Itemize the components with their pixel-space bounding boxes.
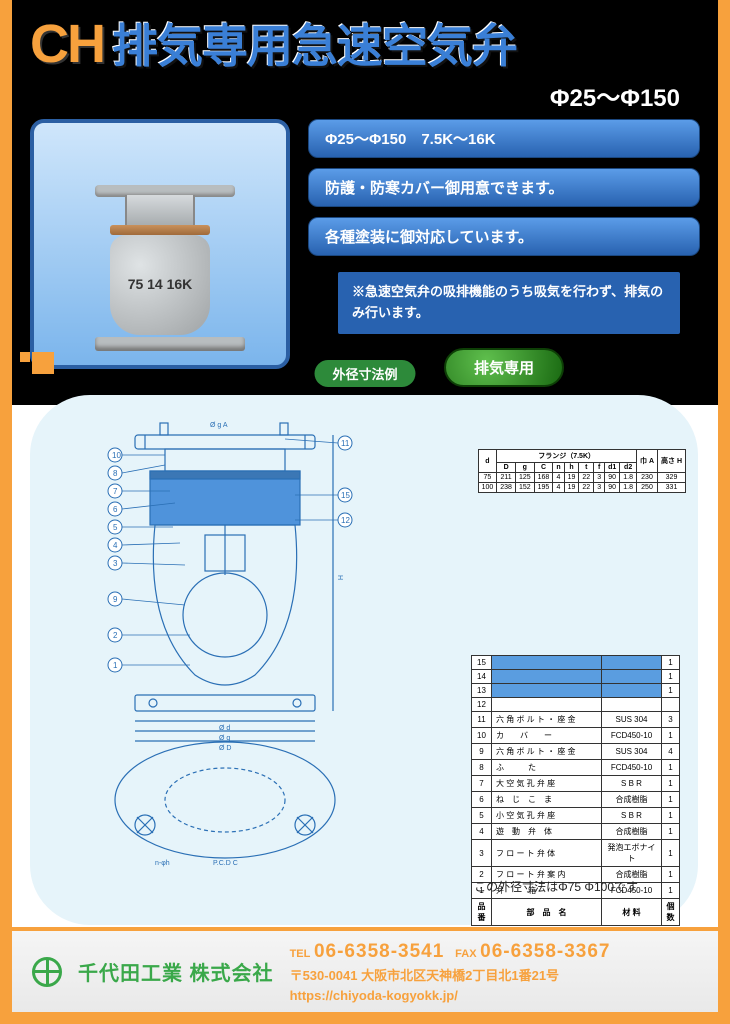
svg-text:12: 12 [341,516,350,525]
product-illustration: 75 14 16K [95,185,225,351]
svg-text:8: 8 [113,469,118,478]
contact-block: TEL 06-6358-3541 FAX 06-6358-3367 〒530-0… [290,938,611,1006]
product-photo: 75 14 16K [30,119,290,369]
product-marking: 75 14 16K [110,235,210,335]
svg-text:3: 3 [113,559,118,568]
company-logo-icon [32,957,62,987]
spec-pill: 防護・防寒カバー御用意できます。 [308,168,700,207]
exhaust-badge: 排気専用 [444,348,564,387]
svg-text:1: 1 [113,661,118,670]
dim-th: 巾 A [637,450,658,473]
svg-text:Ø d: Ø d [219,725,230,732]
svg-text:Ø g: Ø g [219,735,230,742]
spec-pill: 各種塗装に御対応しています。 [308,217,700,256]
hero-body: 75 14 16K Φ25～Φ150 7.5K～16K 防護・防寒カバー御用意で… [30,119,700,387]
drawing-area: 10 8 7 6 5 4 3 9 2 1 11 15 12 [30,395,698,925]
svg-text:5: 5 [113,523,118,532]
svg-text:P.C.D C: P.C.D C [213,860,238,867]
footer: 千代田工業 株式会社 TEL 06-6358-3541 FAX 06-6358-… [12,927,718,1012]
note-box: ※急速空気弁の吸排機能のうち吸気を行わず、排気のみ行います。 [338,272,680,334]
title-main: 排気専用急速空気弁 [112,10,517,76]
dim-th: 高さ H [658,450,686,473]
spec-pill: Φ25～Φ150 7.5K～16K [308,119,700,158]
address: 大阪市北区天神橋2丁目北1番21号 [361,968,559,983]
svg-text:15: 15 [341,491,350,500]
drawing-caption: この外径寸法はΦ75 Φ100です [474,878,638,895]
svg-text:6: 6 [113,505,118,514]
company-name: 千代田工業 株式会社 [78,957,274,986]
svg-text:2: 2 [113,631,118,640]
svg-text:Ø D: Ø D [219,745,231,752]
subtitle: Φ25～Φ150 [30,78,680,113]
title-row: CH 排気専用急速空気弁 [30,10,700,76]
svg-text:7: 7 [113,487,118,496]
svg-text:H: H [336,575,343,580]
dimension-table: d フランジ（7.5K） 巾 A 高さ H D g C n h t f d1 d… [478,449,686,493]
svg-text:10: 10 [112,451,121,460]
dim-th: d [478,450,497,473]
hero-section: CH 排気専用急速空気弁 Φ25～Φ150 75 14 16K Φ25～Φ150… [12,0,718,405]
hero-right: Φ25～Φ150 7.5K～16K 防護・防寒カバー御用意できます。 各種塗装に… [308,119,700,387]
fax-number: 06-6358-3367 [480,941,610,962]
technical-drawing: 10 8 7 6 5 4 3 9 2 1 11 15 12 [45,405,405,895]
title-prefix: CH [30,13,104,75]
tel-number: 06-6358-3541 [314,941,444,962]
section-label: 外径寸法例 [314,360,415,387]
page: CH 排気専用急速空気弁 Φ25～Φ150 75 14 16K Φ25～Φ150… [0,0,730,1024]
svg-text:4: 4 [113,541,118,550]
svg-text:n-φh: n-φh [155,860,170,867]
svg-text:11: 11 [341,439,350,448]
svg-text:9: 9 [113,595,118,604]
dim-th: フランジ（7.5K） [497,450,637,463]
url: https://chiyoda-kogyokk.jp/ [290,986,611,1006]
svg-text:Ø g A: Ø g A [210,422,228,429]
